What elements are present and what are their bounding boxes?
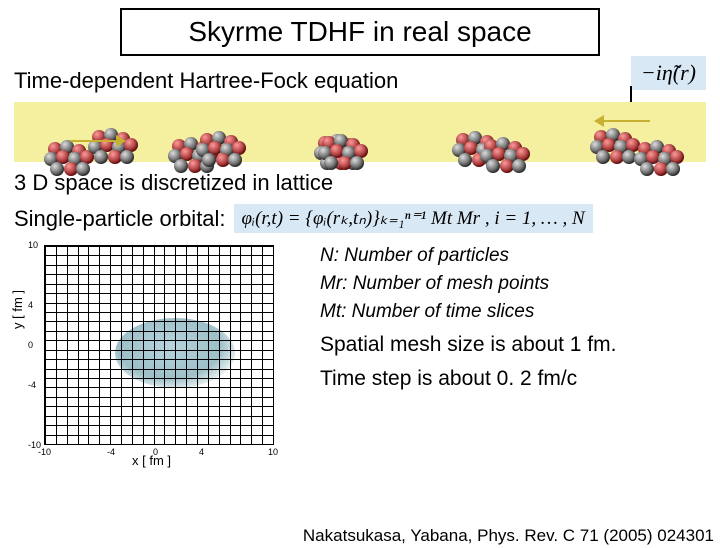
- grid-vline: [251, 246, 252, 444]
- grid-vline: [67, 246, 68, 444]
- info-mt: Mt: Number of time slices: [320, 301, 710, 323]
- grid-hline: [45, 321, 273, 322]
- xtick: 10: [268, 447, 278, 457]
- grid-vline: [273, 246, 274, 444]
- grid-vline: [154, 246, 155, 444]
- grid-vline: [230, 246, 231, 444]
- grid-xlabel: x [ fm ]: [132, 453, 171, 468]
- ytick: -10: [28, 440, 41, 450]
- grid-hline: [45, 359, 273, 360]
- grid-hline: [45, 340, 273, 341]
- grid-vline: [143, 246, 144, 444]
- orbital-formula: φᵢ(r,t) = {φᵢ(rₖ,tₙ)}ₖ₌₁ⁿ⁼¹ Mt Mr , i = …: [234, 204, 593, 233]
- grid-vline: [197, 246, 198, 444]
- grid-vline: [45, 246, 46, 444]
- arrow-left-icon: [602, 120, 650, 122]
- grid-vline: [88, 246, 89, 444]
- info-mr: Mr: Number of mesh points: [320, 273, 710, 295]
- grid-vline: [186, 246, 187, 444]
- grid-hline: [45, 378, 273, 379]
- grid-vline: [175, 246, 176, 444]
- grid-hline: [45, 416, 273, 417]
- absorber-formula: −iη̃(r): [631, 56, 706, 90]
- info-n: N: Number of particles: [320, 245, 710, 267]
- grid-vline: [132, 246, 133, 444]
- info-block: N: Number of particles Mr: Number of mes…: [320, 239, 710, 401]
- grid-hline: [45, 435, 273, 436]
- grid-chart: y [ fm ] x [ fm ] -10-40410-10-40410: [14, 239, 289, 477]
- arrow-right-icon: [70, 140, 118, 142]
- lower-panel: y [ fm ] x [ fm ] -10-40410-10-40410 N: …: [0, 239, 720, 489]
- xtick: 4: [199, 447, 204, 457]
- grid-hline: [45, 255, 273, 256]
- grid-hline: [45, 246, 273, 247]
- grid-hline: [45, 293, 273, 294]
- grid-vline: [78, 246, 79, 444]
- grid-vline: [99, 246, 100, 444]
- grid-vline: [208, 246, 209, 444]
- grid-vline: [262, 246, 263, 444]
- grid-vline: [240, 246, 241, 444]
- grid-hline: [45, 284, 273, 285]
- heading-lattice: 3 D space is discretized in lattice: [14, 170, 706, 196]
- ytick: 4: [28, 300, 33, 310]
- grid-vline: [164, 246, 165, 444]
- grid-vline: [110, 246, 111, 444]
- grid-vline: [121, 246, 122, 444]
- grid-vline: [56, 246, 57, 444]
- info-dt: Time step is about 0. 2 fm/c: [320, 367, 710, 391]
- ytick: 0: [28, 340, 33, 350]
- ytick: -4: [28, 380, 36, 390]
- grid-hline: [45, 312, 273, 313]
- grid-hline: [45, 331, 273, 332]
- grid-vline: [219, 246, 220, 444]
- xtick: 0: [153, 447, 158, 457]
- page-title: Skyrme TDHF in real space: [132, 16, 588, 48]
- grid-hline: [45, 387, 273, 388]
- grid-hline: [45, 406, 273, 407]
- citation: Nakatsukasa, Yabana, Phys. Rev. C 71 (20…: [300, 526, 714, 546]
- xtick: -4: [107, 447, 115, 457]
- grid-hline: [45, 369, 273, 370]
- grid-hline: [45, 303, 273, 304]
- grid-hline: [45, 425, 273, 426]
- info-mesh: Spatial mesh size is about 1 fm.: [320, 333, 710, 357]
- grid-hline: [45, 350, 273, 351]
- grid-hline: [45, 265, 273, 266]
- grid-plot-area: [44, 245, 274, 445]
- collision-diagram: [14, 102, 706, 162]
- orbital-label: Single-particle orbital:: [14, 206, 226, 232]
- orbital-row: Single-particle orbital: φᵢ(r,t) = {φᵢ(r…: [14, 204, 706, 233]
- grid-hline: [45, 274, 273, 275]
- grid-hline: [45, 397, 273, 398]
- grid-hline: [45, 444, 273, 445]
- heading-tdhf: Time-dependent Hartree-Fock equation: [14, 68, 706, 94]
- grid-ylabel: y [ fm ]: [10, 290, 25, 329]
- ytick: 10: [28, 240, 38, 250]
- title-box: Skyrme TDHF in real space: [120, 8, 600, 56]
